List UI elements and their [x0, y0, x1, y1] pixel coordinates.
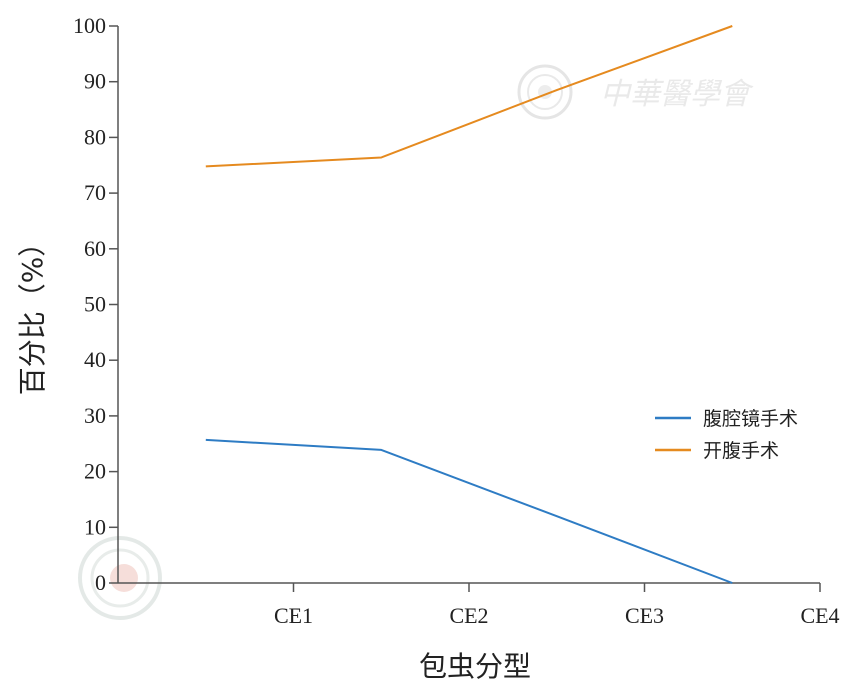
y-tick-label: 0 — [95, 570, 106, 595]
x-tick-label: CE3 — [625, 603, 664, 628]
x-axis-title: 包虫分型 — [419, 650, 531, 683]
y-tick-label: 40 — [84, 347, 106, 372]
y-tick-label: 20 — [84, 459, 106, 484]
y-tick-label: 90 — [84, 69, 106, 94]
seal-logo-bottom — [78, 536, 162, 620]
series-layer — [205, 25, 733, 584]
watermark-text: 中華醫學會 — [600, 77, 754, 112]
y-tick-label: 30 — [84, 403, 106, 428]
watermark: 中華醫學會 — [78, 64, 754, 620]
x-tick-label: CE4 — [800, 603, 839, 628]
y-tick-label: 10 — [84, 514, 106, 539]
seal-logo-top — [517, 64, 573, 120]
axes: 0 10 20 30 40 50 60 70 80 90 100 CE1 CE2 CE3 CE4 — [73, 13, 840, 628]
y-tick-label: 70 — [84, 180, 106, 205]
series-line-1 — [205, 438, 733, 584]
y-tick-label: 80 — [84, 124, 106, 149]
y-tick-label: 60 — [84, 236, 106, 261]
y-axis-title: 百分比（%） — [16, 229, 49, 396]
x-tick-label: CE1 — [274, 603, 313, 628]
legend-label: 开腹手术 — [703, 440, 779, 462]
series-line-2 — [205, 25, 733, 168]
legend-label: 腹腔镜手术 — [703, 408, 798, 430]
y-tick-label: 50 — [84, 292, 106, 317]
x-tick-label: CE2 — [449, 603, 488, 628]
y-tick-label: 100 — [73, 13, 106, 38]
